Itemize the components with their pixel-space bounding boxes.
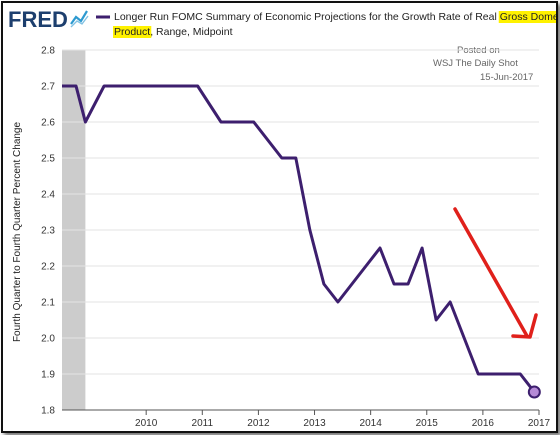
posted-annotation: Posted on WSJ The Daily Shot 15-Jun-2017: [433, 45, 533, 83]
fred-logo: FRED: [8, 7, 89, 32]
x-tick-label: 2012: [247, 418, 270, 429]
legend-highlight-1: [498, 11, 556, 23]
y-tick-label: 1.9: [41, 370, 55, 381]
y-tick-label: 2.1: [41, 298, 55, 309]
x-tick-label: 2016: [472, 418, 495, 429]
legend-text-part2: , Range, Midpoint: [150, 26, 232, 38]
fred-logo-icon: [70, 10, 88, 25]
posted-source-label: WSJ The Daily Shot: [433, 58, 518, 69]
legend-highlight-2: [113, 26, 152, 38]
y-axis-ticks: 1.8 1.9 2.0 2.1 2.2 2.3 2.4 2.5 2.6 2.7 2.8: [41, 46, 55, 417]
y-tick-label: 2.6: [41, 118, 55, 129]
x-tick-label: 2010: [135, 418, 158, 429]
y-tick-label: 2.7: [41, 82, 55, 93]
red-arrow-head: [511, 313, 538, 339]
x-tick-label: 2015: [416, 418, 439, 429]
data-points: [527, 385, 541, 399]
y-tick-label: 2.5: [41, 154, 55, 165]
y-tick-label: 2.0: [41, 334, 55, 345]
chart-svg: FRED Longer Run FOMC Summary of Economic…: [8, 7, 556, 429]
legend-highlight-text-1: Gross Domestic: [500, 11, 556, 23]
legend-text-line-1: Longer Run FOMC Summary of Economic Proj…: [114, 11, 556, 23]
y-tick-label: 2.3: [41, 226, 55, 237]
legend-text-part1: Longer Run FOMC Summary of Economic Proj…: [114, 11, 500, 23]
series-endpoint-marker: [527, 385, 541, 399]
red-arrow: [453, 207, 538, 339]
legend-highlight-text-2: Product: [114, 26, 150, 38]
x-tick-label: 2017: [528, 418, 551, 429]
red-arrow-shaft: [453, 207, 529, 338]
x-tick-label: 2013: [303, 418, 326, 429]
x-tick-label: 2011: [192, 418, 214, 429]
legend: Longer Run FOMC Summary of Economic Proj…: [96, 11, 556, 38]
x-axis-ticks: 2010 2011 2012 2013 2014 2015 2016 2017: [135, 410, 551, 429]
series-line: [62, 84, 536, 393]
fred-logo-text: FRED: [8, 7, 68, 32]
y-axis-label: Fourth Quarter to Fourth Quarter Percent…: [12, 122, 23, 343]
y-tick-label: 2.4: [41, 190, 55, 201]
series-layer: [62, 84, 536, 393]
posted-date-label: 15-Jun-2017: [480, 72, 533, 83]
y-tick-label: 1.8: [41, 406, 55, 417]
x-tick-label: 2014: [360, 418, 383, 429]
legend-text-line-2: Product, Range, Midpoint: [114, 26, 233, 38]
y-tick-label: 2.2: [41, 262, 55, 273]
y-tick-label: 2.8: [41, 46, 55, 57]
